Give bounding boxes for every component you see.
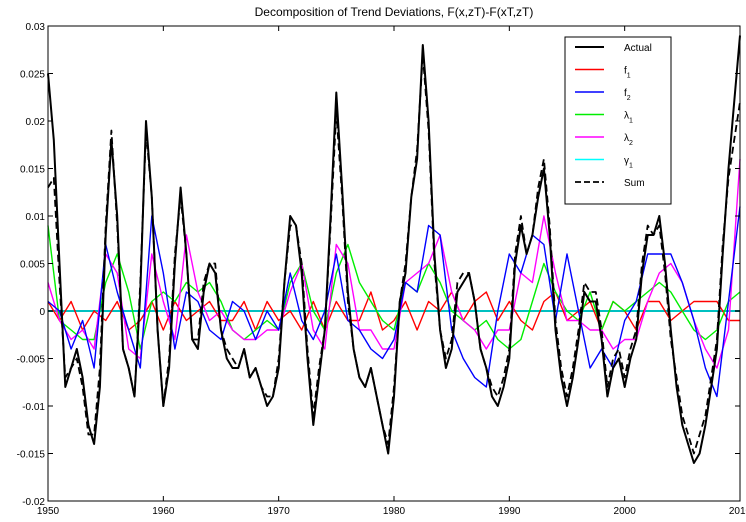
chart-title: Decomposition of Trend Deviations, F(x,z… bbox=[255, 5, 534, 19]
legend: Actual f1 f2 λ1 λ2 γ1 Sum bbox=[564, 36, 672, 205]
x-tick-label: 2010 bbox=[729, 506, 746, 517]
legend-label-2: f2 bbox=[624, 88, 631, 102]
legend-label-4: λ2 bbox=[624, 133, 633, 147]
series-line-3 bbox=[47, 225, 741, 350]
series-line-2 bbox=[47, 206, 741, 398]
legend-label-0: Actual bbox=[624, 43, 652, 54]
y-tick-label: -0.005 bbox=[17, 355, 46, 366]
legend-label-5: γ1 bbox=[624, 156, 633, 170]
legend-box bbox=[564, 36, 672, 205]
y-tick-label: 0.02 bbox=[26, 117, 46, 128]
series-layer bbox=[47, 35, 741, 464]
y-tick-label: 0.015 bbox=[20, 165, 45, 176]
x-tick-label: 1970 bbox=[268, 506, 291, 517]
x-tick-label: 1960 bbox=[152, 506, 175, 517]
legend-label-1: f1 bbox=[624, 66, 631, 80]
y-tick-label: 0.03 bbox=[26, 22, 46, 33]
y-tick-label: -0.01 bbox=[22, 402, 45, 413]
legend-label-6: Sum bbox=[624, 178, 645, 189]
x-tick-label: 1990 bbox=[498, 506, 521, 517]
x-tick-label: 2000 bbox=[614, 506, 637, 517]
axis-ticks: 1950 1960 1970 1980 1990 2000 2010 -0.02 -0.015 -… bbox=[17, 22, 746, 517]
y-tick-label: 0.01 bbox=[26, 212, 46, 223]
y-tick-label: 0.025 bbox=[20, 70, 45, 81]
y-tick-label: 0.005 bbox=[20, 260, 45, 271]
y-tick-label: 0 bbox=[39, 307, 45, 318]
series-line-4 bbox=[47, 158, 741, 369]
legend-label-3: λ1 bbox=[624, 111, 633, 125]
x-tick-label: 1950 bbox=[37, 506, 60, 517]
series-line-6 bbox=[47, 53, 741, 455]
x-tick-label: 1980 bbox=[383, 506, 406, 517]
y-tick-label: -0.02 bbox=[22, 497, 45, 508]
y-tick-label: -0.015 bbox=[17, 450, 46, 461]
